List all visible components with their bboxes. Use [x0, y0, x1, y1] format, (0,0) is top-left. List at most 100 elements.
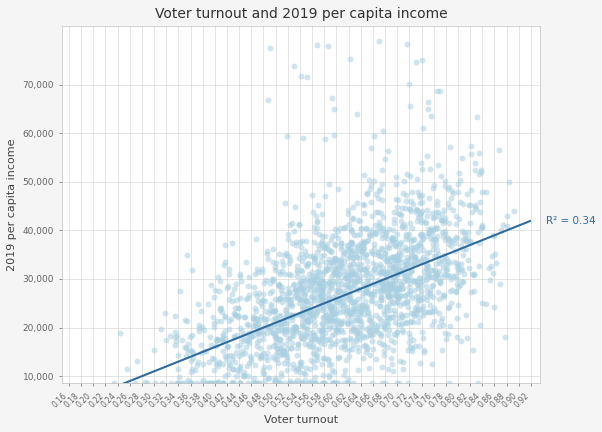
Point — [399, 265, 408, 272]
Point — [390, 286, 400, 293]
Point — [427, 273, 437, 280]
Point — [355, 218, 365, 225]
Point — [344, 375, 353, 382]
Point — [332, 338, 342, 345]
Point — [226, 362, 235, 368]
Point — [386, 354, 396, 361]
Point — [357, 325, 367, 332]
Point — [465, 238, 475, 245]
Point — [397, 327, 406, 334]
Point — [363, 281, 373, 288]
Point — [232, 367, 241, 374]
Point — [385, 306, 395, 313]
Point — [296, 368, 305, 375]
Point — [320, 243, 330, 250]
Point — [337, 245, 346, 252]
Point — [227, 356, 237, 362]
Point — [453, 302, 462, 308]
Point — [439, 293, 448, 300]
Point — [405, 272, 414, 279]
Point — [258, 349, 267, 356]
Point — [328, 271, 338, 278]
Point — [318, 313, 327, 320]
Point — [343, 278, 353, 285]
Point — [369, 133, 379, 140]
Point — [415, 210, 425, 216]
Point — [275, 268, 284, 275]
Point — [268, 343, 278, 349]
Point — [284, 310, 294, 317]
Point — [246, 355, 256, 362]
Point — [272, 323, 282, 330]
Point — [398, 365, 408, 372]
Point — [337, 240, 346, 247]
Point — [415, 239, 424, 246]
Point — [309, 259, 318, 266]
Point — [273, 360, 282, 367]
Point — [309, 277, 319, 284]
Point — [323, 315, 332, 322]
Point — [406, 244, 416, 251]
Point — [305, 330, 315, 337]
Point — [318, 334, 328, 341]
Point — [293, 340, 303, 347]
Point — [433, 267, 443, 274]
Point — [214, 288, 224, 295]
Point — [238, 337, 247, 344]
Point — [459, 200, 468, 207]
Point — [382, 284, 391, 291]
Point — [299, 297, 309, 304]
Point — [224, 270, 234, 277]
Point — [355, 336, 365, 343]
Point — [498, 222, 507, 229]
Point — [302, 74, 312, 81]
Point — [359, 240, 368, 247]
Point — [377, 285, 387, 292]
Point — [282, 366, 291, 373]
Point — [472, 114, 482, 121]
Point — [438, 315, 447, 322]
Point — [436, 173, 445, 180]
Point — [323, 356, 333, 363]
Point — [378, 277, 388, 284]
Point — [320, 268, 329, 275]
Point — [348, 304, 358, 311]
Point — [267, 308, 277, 314]
Point — [396, 269, 406, 276]
Point — [353, 273, 362, 280]
Point — [303, 379, 313, 386]
Point — [450, 273, 460, 280]
Point — [464, 201, 473, 208]
Point — [403, 304, 413, 311]
Point — [353, 310, 362, 317]
Point — [385, 283, 394, 289]
Point — [358, 243, 367, 250]
Point — [455, 282, 464, 289]
Point — [364, 177, 374, 184]
Point — [407, 345, 417, 352]
Point — [317, 286, 327, 293]
Point — [436, 317, 445, 324]
Point — [340, 337, 350, 343]
Point — [297, 250, 306, 257]
Point — [345, 334, 355, 341]
Point — [197, 349, 206, 356]
Point — [346, 299, 356, 305]
Point — [400, 223, 410, 230]
Point — [362, 270, 371, 277]
Point — [401, 236, 411, 243]
Point — [185, 380, 194, 387]
Point — [330, 226, 340, 233]
Point — [435, 279, 445, 286]
Point — [211, 360, 221, 367]
Point — [393, 272, 402, 279]
Point — [184, 340, 193, 347]
Point — [379, 341, 389, 348]
Point — [384, 282, 394, 289]
Point — [376, 245, 386, 252]
Point — [362, 278, 372, 285]
Point — [243, 283, 253, 289]
Point — [446, 276, 456, 283]
Point — [285, 380, 295, 387]
Point — [488, 232, 497, 239]
